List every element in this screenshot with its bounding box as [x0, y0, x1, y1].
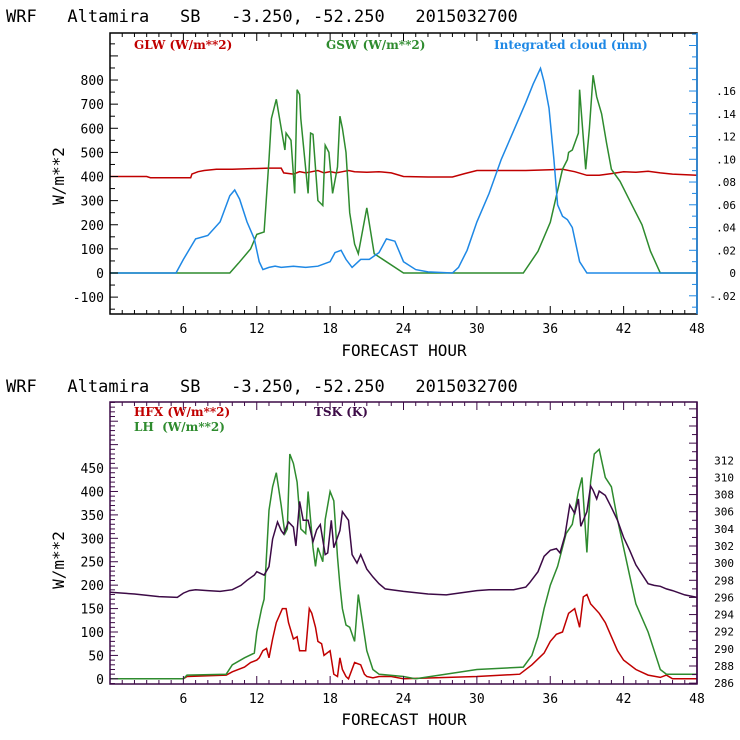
y-tick-label: 100	[81, 243, 104, 258]
y-tick-label: 250	[81, 556, 104, 571]
y2-tick-label: .10	[716, 153, 736, 166]
radiation-cloud-panel: WRF Altamira SB -3.250, -52.250 20150327…	[6, 7, 736, 360]
y-tick-label: 500	[81, 146, 104, 161]
series-group	[109, 447, 698, 681]
y2-tick-label: 306	[714, 506, 734, 519]
x-tick-label: 42	[616, 692, 632, 707]
y-tick-label: 300	[81, 532, 104, 547]
legend-lh: LH (W/m**2)	[134, 420, 225, 434]
legend-cloud: Integrated cloud (mm)	[494, 38, 648, 52]
x-tick-label: 24	[396, 692, 412, 707]
x-axis-label: FORECAST HOUR	[341, 710, 467, 729]
y-tick-label: 150	[81, 603, 104, 618]
y2-tick-label: .16	[716, 85, 736, 98]
x-tick-label: 6	[179, 322, 187, 337]
y2-tick-label: 310	[714, 471, 734, 484]
y-tick-label: 200	[81, 219, 104, 234]
y-axis-label: W/m**2	[49, 531, 68, 589]
panel-title: WRF Altamira SB -3.250, -52.250 20150327…	[6, 377, 518, 397]
y-tick-label: 0	[96, 267, 104, 282]
legend-hfx: HFX (W/m**2)	[134, 405, 230, 419]
x-tick-label: 6	[179, 692, 187, 707]
legend-gsw: GSW (W/m**2)	[326, 38, 425, 52]
y-tick-label: 800	[81, 74, 104, 89]
y-tick-label: 600	[81, 122, 104, 137]
y2-tick-label: 308	[714, 489, 734, 502]
y2-tick-label: 294	[714, 609, 734, 622]
x-tick-label: 24	[396, 322, 412, 337]
integrated-line	[110, 66, 697, 274]
y2-tick-label: 296	[714, 591, 734, 604]
hfx-line	[110, 593, 697, 681]
y-axis-label: W/m**2	[49, 147, 68, 205]
y-tick-label: 300	[81, 195, 104, 210]
y2-tick-label: 298	[714, 574, 734, 587]
y2-tick-label: .12	[716, 131, 736, 144]
y2-tick-label: .14	[716, 108, 736, 121]
surface-flux-panel: WRF Altamira SB -3.250, -52.250 20150327…	[6, 377, 734, 729]
y-tick-label: 100	[81, 626, 104, 641]
x-tick-label: 42	[616, 322, 632, 337]
y-tick-label: 0	[96, 673, 104, 688]
y2-tick-label: .02	[716, 244, 736, 257]
panel-title: WRF Altamira SB -3.250, -52.250 20150327…	[6, 7, 518, 27]
x-tick-label: 18	[322, 322, 338, 337]
x-tick-label: 30	[469, 692, 485, 707]
y2-tick-label: 290	[714, 643, 734, 656]
y2-tick-label: -.02	[710, 290, 737, 303]
y2-tick-label: 304	[714, 523, 734, 536]
lh-line	[110, 447, 697, 680]
y-tick-label: 50	[88, 649, 104, 664]
axis-ticks: 6 12 18 24 30 36 42 48 0 50 100 150 200 250 300 350 400 4…	[81, 401, 734, 707]
glw-line	[110, 167, 698, 179]
y2-tick-label: 302	[714, 540, 734, 553]
gsw-line	[110, 75, 697, 274]
y-tick-label: 700	[81, 98, 104, 113]
legend-glw: GLW (W/m**2)	[134, 38, 232, 52]
y2-tick-label: .08	[716, 176, 736, 189]
y2-tick-label: 292	[714, 626, 734, 639]
x-tick-label: 48	[689, 322, 705, 337]
x-tick-label: 12	[249, 322, 265, 337]
y-tick-label: 450	[81, 462, 104, 477]
y-tick-label: 200	[81, 579, 104, 594]
y2-tick-label: 288	[714, 660, 734, 673]
y-tick-label: 350	[81, 509, 104, 524]
x-tick-label: 18	[322, 692, 338, 707]
x-axis-label: FORECAST HOUR	[341, 341, 467, 360]
x-tick-label: 36	[542, 692, 558, 707]
y-tick-label: 400	[81, 171, 104, 186]
y2-tick-label: 300	[714, 557, 734, 570]
plot-frame	[109, 401, 698, 685]
y2-tick-label: .04	[716, 222, 736, 235]
x-tick-label: 30	[469, 322, 485, 337]
x-tick-label: 12	[249, 692, 265, 707]
y2-tick-label: .06	[716, 199, 736, 212]
series-group	[110, 66, 698, 274]
y2-tick-label: 0	[729, 267, 736, 280]
y2-tick-label: 312	[714, 454, 734, 467]
x-tick-label: 36	[542, 322, 558, 337]
x-tick-label: 48	[689, 692, 705, 707]
tsk-line	[109, 483, 698, 599]
y-tick-label: -100	[73, 291, 104, 306]
y-tick-label: 400	[81, 485, 104, 500]
legend-tsk: TSK (K)	[314, 405, 368, 419]
y2-tick-label: 286	[714, 677, 734, 690]
axis-ticks: 6 12 18 24 30 36 42 48 -100 0 100 200 300 400 500 600 70…	[73, 33, 737, 337]
